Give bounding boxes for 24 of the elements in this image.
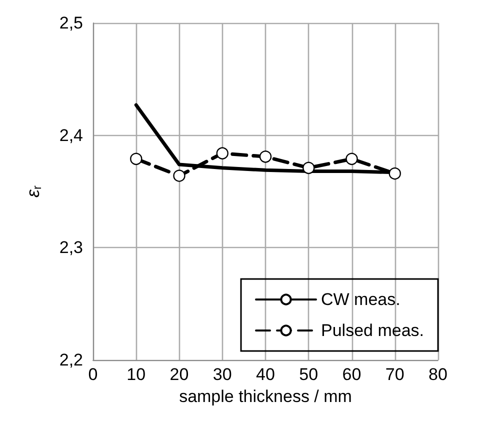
y-tick-label: 2,2 — [59, 350, 83, 370]
x-axis-title: sample thickness / mm — [179, 386, 352, 406]
x-tick-label: 20 — [170, 365, 189, 384]
y-axis-title: εr — [23, 186, 44, 198]
point — [302, 162, 315, 174]
point — [259, 150, 272, 163]
x-tick-label: 0 — [88, 365, 98, 384]
x-tick-label: 80 — [428, 365, 448, 384]
legend-label: Pulsed meas. — [321, 321, 424, 340]
x-tick-label: 40 — [256, 365, 275, 384]
y-tick-label: 2,4 — [59, 126, 83, 145]
y-tick-label: 2,3 — [59, 238, 83, 258]
y-tick-label: 2,5 — [59, 14, 83, 32]
x-tick-label: 10 — [126, 365, 146, 384]
point — [346, 152, 358, 166]
x-tick-label: 30 — [212, 365, 232, 384]
x-tick-label: 50 — [299, 365, 318, 384]
x-tick-label: 70 — [385, 365, 404, 384]
point — [173, 170, 186, 182]
legend-label: CW meas. — [321, 290, 400, 309]
point — [388, 167, 401, 180]
x-tick-label: 60 — [342, 365, 362, 384]
point — [130, 152, 142, 166]
point — [216, 147, 228, 160]
